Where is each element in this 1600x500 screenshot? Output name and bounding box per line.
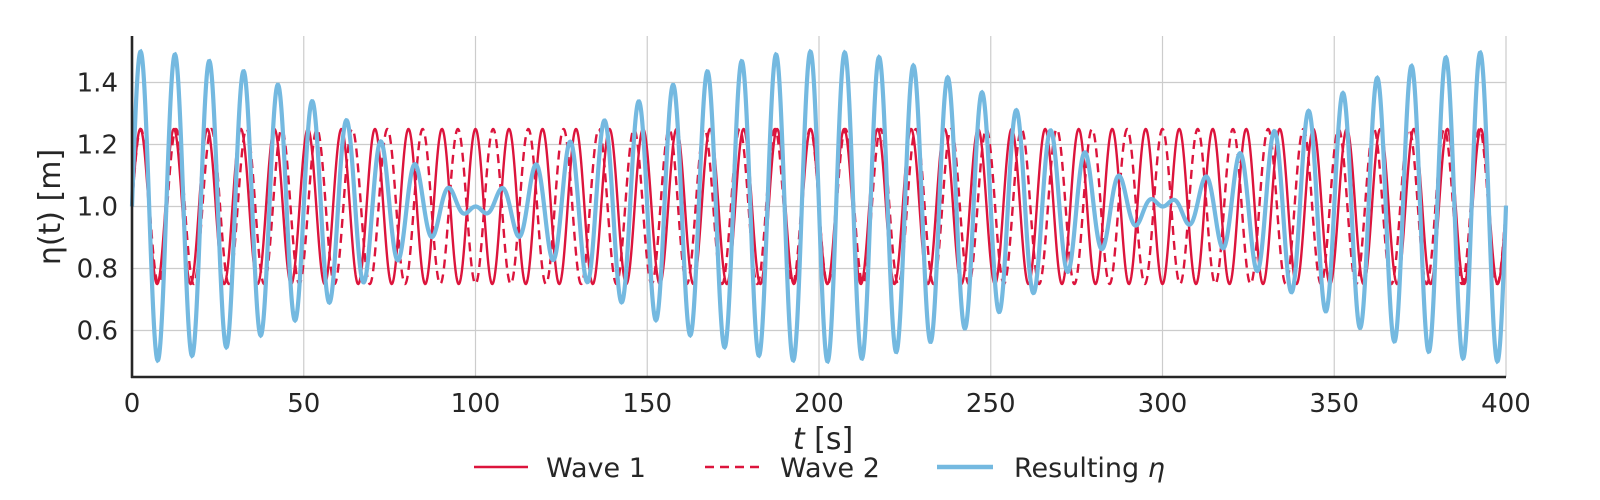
legend: Wave 1 Wave 2 Resulting η xyxy=(474,453,1165,484)
y-axis-title: η(t) [m] xyxy=(33,149,68,265)
x-tick-label: 350 xyxy=(1309,389,1359,419)
legend-label-wave-2: Wave 2 xyxy=(780,453,880,484)
x-tick-label: 200 xyxy=(794,389,844,419)
x-axis-title: t [s] xyxy=(793,422,853,457)
series-line-resulting xyxy=(129,48,1509,365)
y-tick-label: 0.8 xyxy=(77,255,118,285)
axes xyxy=(130,36,1506,379)
x-tick-label: 150 xyxy=(622,389,672,419)
legend-label-wave-1: Wave 1 xyxy=(546,453,646,484)
series-line-wave-2 xyxy=(130,127,1508,286)
x-tick-label: 0 xyxy=(124,389,141,419)
y-tick-label: 1.4 xyxy=(77,69,118,99)
tick-labels: 0 50 100 150 200 250 300 350 400 0.6 0.8 1.0 1.2 1.4 xyxy=(77,69,1531,420)
y-tick-label: 0.6 xyxy=(77,317,118,347)
series-lines xyxy=(129,48,1509,365)
x-tick-label: 50 xyxy=(287,389,320,419)
y-tick-label: 1.0 xyxy=(77,193,118,223)
x-tick-label: 250 xyxy=(966,389,1016,419)
y-tick-label: 1.2 xyxy=(77,131,118,161)
x-tick-label: 300 xyxy=(1138,389,1188,419)
legend-label-resulting: Resulting η xyxy=(1014,453,1165,484)
x-tick-label: 100 xyxy=(451,389,501,419)
x-tick-label: 400 xyxy=(1481,389,1531,419)
